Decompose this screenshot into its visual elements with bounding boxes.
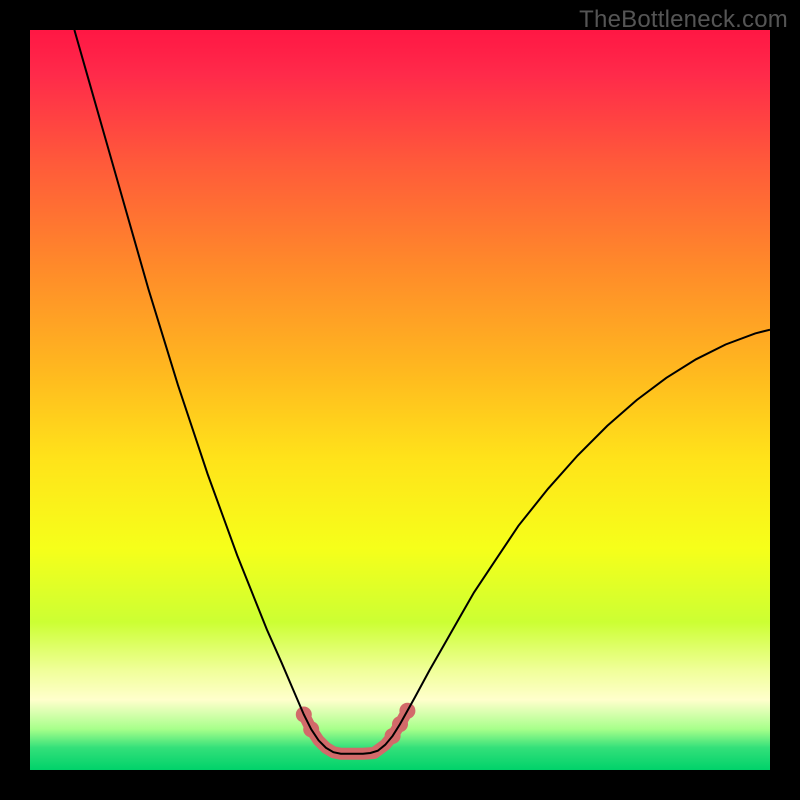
gradient-background xyxy=(30,30,770,770)
chart-svg xyxy=(30,30,770,770)
plot-area xyxy=(30,30,770,770)
chart-stage: TheBottleneck.com xyxy=(0,0,800,800)
